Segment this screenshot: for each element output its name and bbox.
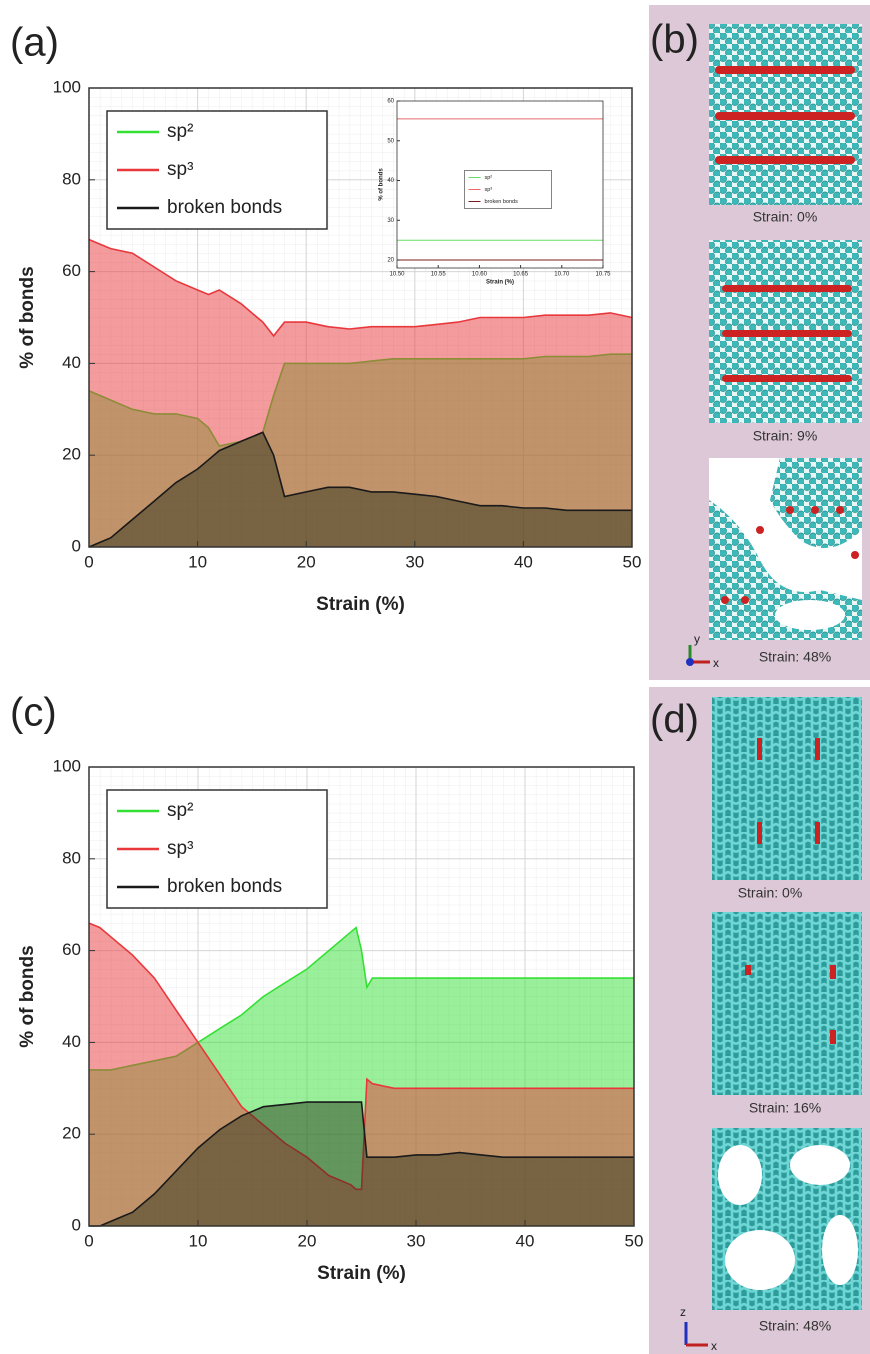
- y-tick-label: 20: [387, 258, 394, 264]
- caption: Strain: 0%: [753, 209, 818, 225]
- x-tick-label: 50: [625, 1231, 644, 1250]
- legend-label: sp³: [167, 159, 193, 180]
- x-axis-title: Strain (%): [316, 594, 405, 615]
- x-tick-label: 40: [514, 552, 533, 571]
- x-tick-label: 40: [516, 1231, 535, 1250]
- legend-label: sp²: [167, 800, 193, 821]
- y-axis-title: % of bonds: [379, 168, 385, 201]
- legend-label: broken bonds: [485, 199, 519, 205]
- x-tick-label: 10.50: [389, 272, 405, 278]
- structure-image: [712, 912, 862, 1095]
- panel-label: (b): [650, 18, 699, 62]
- panel-label: (c): [10, 691, 57, 735]
- caption: Strain: 16%: [749, 1100, 821, 1116]
- x-tick-label: 10.65: [513, 272, 529, 278]
- axis-letter: z: [680, 1305, 686, 1319]
- y-tick-label: 80: [62, 169, 81, 188]
- panel-label: (a): [10, 21, 59, 65]
- legend-label: broken bonds: [167, 876, 282, 897]
- x-tick-label: 10.75: [595, 272, 611, 278]
- x-tick-label: 30: [407, 1231, 426, 1250]
- x-tick-label: 10.70: [554, 272, 570, 278]
- y-tick-label: 60: [62, 940, 81, 959]
- y-tick-label: 50: [387, 138, 394, 144]
- caption: Strain: 48%: [759, 1318, 831, 1334]
- y-tick-label: 100: [53, 77, 81, 96]
- legend-label: sp²: [485, 175, 493, 181]
- axis-letter: y: [694, 632, 700, 646]
- y-tick-label: 40: [62, 353, 81, 372]
- x-axis-title: Strain (%): [317, 1263, 406, 1284]
- x-tick-label: 0: [84, 552, 93, 571]
- y-tick-label: 30: [387, 218, 394, 224]
- y-tick-label: 60: [387, 99, 394, 105]
- axis-letter: x: [713, 656, 719, 670]
- legend-label: broken bonds: [167, 197, 282, 218]
- structure-image: [712, 697, 862, 880]
- x-tick-label: 10: [189, 1231, 208, 1250]
- legend-label: sp²: [167, 121, 193, 142]
- legend-label: sp³: [485, 187, 493, 193]
- caption: Strain: 48%: [759, 649, 831, 665]
- x-tick-label: 30: [405, 552, 424, 571]
- y-axis-title: % of bonds: [17, 266, 38, 368]
- axis-letter: x: [711, 1339, 717, 1353]
- void: [775, 600, 845, 630]
- y-tick-label: 20: [62, 445, 81, 464]
- x-tick-label: 10: [188, 552, 207, 571]
- y-tick-label: 80: [62, 848, 81, 867]
- y-tick-label: 0: [72, 1215, 81, 1234]
- y-tick-label: 40: [62, 1032, 81, 1051]
- panel-label: (d): [650, 698, 699, 742]
- y-tick-label: 40: [387, 178, 394, 184]
- x-tick-label: 10.55: [431, 272, 447, 278]
- x-tick-label: 10.60: [472, 272, 488, 278]
- x-tick-label: 20: [298, 1231, 317, 1250]
- y-axis-title: % of bonds: [17, 945, 38, 1047]
- y-tick-label: 20: [62, 1124, 81, 1143]
- y-tick-label: 60: [62, 261, 81, 280]
- y-tick-label: 100: [53, 756, 81, 775]
- y-tick-label: 0: [72, 536, 81, 555]
- x-axis-title: Strain (%): [486, 280, 514, 286]
- x-tick-label: 20: [297, 552, 316, 571]
- x-tick-label: 0: [84, 1231, 93, 1250]
- legend-label: sp³: [167, 838, 193, 859]
- caption: Strain: 0%: [738, 885, 803, 901]
- figure: (b) Strain: 0% Strain: 9% Strain: 48% y …: [0, 0, 870, 1354]
- caption: Strain: 9%: [753, 428, 818, 444]
- x-tick-label: 50: [623, 552, 642, 571]
